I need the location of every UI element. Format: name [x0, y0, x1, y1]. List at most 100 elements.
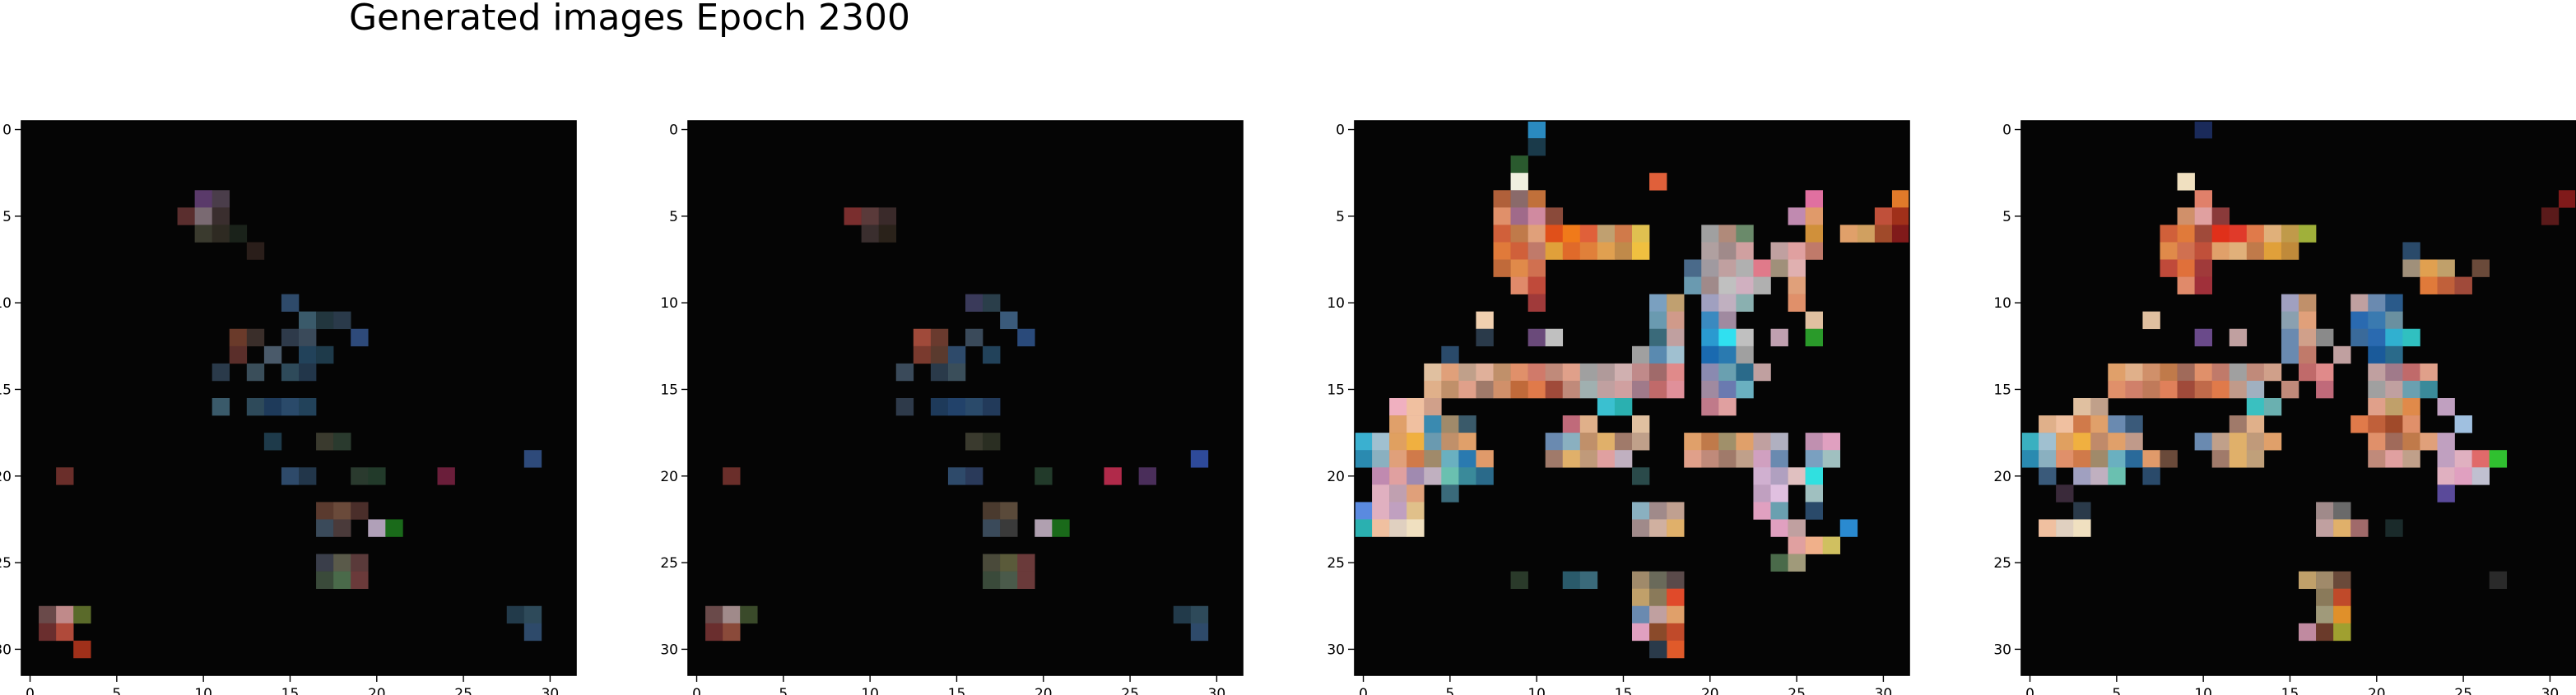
image-pixel	[1355, 450, 1373, 468]
image-pixel	[1718, 380, 1737, 399]
panel-frame	[1354, 120, 1910, 676]
image-pixel	[2333, 571, 2351, 589]
image-pixel	[1805, 467, 1823, 485]
image-pixel	[965, 398, 983, 416]
image-pixel	[2316, 623, 2334, 642]
image-pixel	[1597, 225, 1616, 243]
y-tick-label: 15	[1993, 382, 2011, 398]
image-pixel	[1788, 276, 1806, 294]
x-tick-label: 0	[1359, 686, 1368, 695]
image-pixel	[1614, 225, 1633, 243]
image-pixel	[2108, 415, 2126, 433]
y-tick-label: 5	[669, 209, 678, 225]
image-pixel	[1579, 415, 1598, 433]
image-pixel	[2350, 519, 2369, 537]
image-pixel	[1424, 450, 1442, 468]
image-pixel	[2194, 363, 2212, 382]
image-pixel	[1441, 380, 1459, 399]
image-pixel	[1788, 242, 1806, 260]
image-pixel	[1632, 225, 1650, 243]
image-pixel	[1104, 467, 1122, 485]
image-pixel	[1614, 450, 1633, 468]
image-panel-3: 0 5 10 15 20 25 30 0 5 10 15 20 25 30	[1327, 120, 1910, 695]
image-pixel	[1476, 328, 1494, 347]
image-pixel	[2316, 605, 2334, 624]
image-pixel	[1441, 433, 1459, 451]
image-pixel	[1190, 450, 1209, 468]
image-pixel	[2229, 225, 2248, 243]
image-pixel	[2125, 450, 2143, 468]
image-pixel	[281, 363, 300, 382]
image-pixel	[1839, 519, 1858, 537]
image-pixel	[2108, 433, 2126, 451]
image-pixel	[1753, 502, 1771, 520]
image-pixel	[2281, 242, 2299, 260]
image-pixel	[246, 242, 265, 260]
x-tick-label: 25	[1121, 686, 1139, 695]
image-pixel	[2229, 380, 2248, 399]
image-pixel	[2402, 450, 2420, 468]
image-pixel	[1441, 450, 1459, 468]
y-tick-label: 30	[660, 642, 678, 658]
image-pixel	[1770, 242, 1788, 260]
x-tick-label: 10	[2194, 686, 2212, 695]
image-pixel	[1389, 502, 1407, 520]
image-pixel	[2125, 363, 2143, 382]
image-pixel	[299, 311, 317, 330]
image-pixel	[2246, 380, 2265, 399]
image-pixel	[930, 328, 949, 347]
image-pixel	[2385, 380, 2403, 399]
image-pixel	[1389, 433, 1407, 451]
image-pixel	[2368, 450, 2386, 468]
image-pixel	[1770, 484, 1788, 503]
image-pixel	[2489, 571, 2508, 589]
image-pixel	[1718, 276, 1737, 294]
image-pixel	[2056, 433, 2074, 451]
image-pixel	[1510, 173, 1528, 191]
image-pixel	[2177, 363, 2195, 382]
image-pixel	[1441, 363, 1459, 382]
image-pixel	[2160, 450, 2178, 468]
image-pixel	[1632, 415, 1650, 433]
image-pixel	[2177, 207, 2195, 225]
image-pixel	[1667, 519, 1685, 537]
image-pixel	[2385, 398, 2403, 416]
image-pixel	[316, 433, 334, 451]
image-pixel	[2281, 380, 2299, 399]
image-pixel	[2333, 345, 2351, 364]
image-pixel	[2211, 207, 2230, 225]
image-pixel	[1701, 450, 1719, 468]
image-pixel	[1035, 467, 1053, 485]
image-pixel	[1510, 276, 1528, 294]
image-pixel	[1562, 571, 1581, 589]
image-pixel	[1701, 242, 1719, 260]
y-tick-label: 20	[1327, 469, 1345, 485]
image-pixel	[2056, 519, 2074, 537]
image-pixel	[1649, 502, 1667, 520]
image-pixel	[2211, 433, 2230, 451]
image-pixel	[2402, 398, 2420, 416]
image-pixel	[1667, 328, 1685, 347]
image-pixel	[723, 623, 741, 642]
image-pixel	[1718, 225, 1737, 243]
image-pixel	[2263, 363, 2282, 382]
image-pixel	[1597, 363, 1616, 382]
image-pixel	[1579, 433, 1598, 451]
image-pixel	[316, 519, 334, 537]
image-pixel	[1562, 450, 1581, 468]
image-pixel	[333, 519, 351, 537]
image-pixel	[2246, 415, 2265, 433]
image-pixel	[1753, 484, 1771, 503]
image-pixel	[351, 467, 369, 485]
image-pixel	[1562, 225, 1581, 243]
image-pixel	[1441, 345, 1459, 364]
image-pixel	[1736, 276, 1754, 294]
image-pixel	[1562, 363, 1581, 382]
image-pixel	[2177, 276, 2195, 294]
image-pixel	[2056, 484, 2074, 503]
y-tick-label: 0	[2002, 123, 2011, 139]
image-pixel	[2177, 173, 2195, 191]
image-pixel	[2246, 225, 2265, 243]
image-pixel	[437, 467, 455, 485]
image-pixel	[2333, 502, 2351, 520]
